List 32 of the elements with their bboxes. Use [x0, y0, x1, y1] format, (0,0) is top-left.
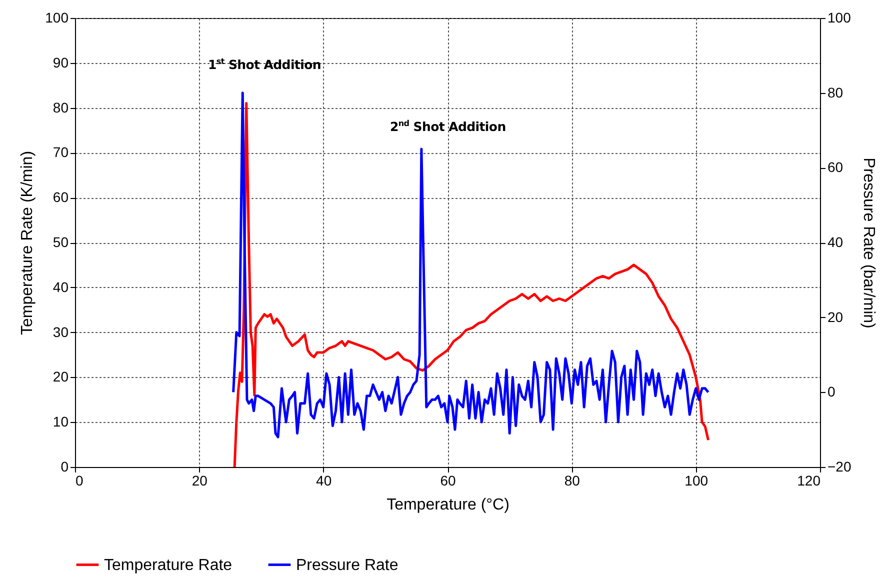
y2-axis-title: Pressure Rate (bar/min) — [860, 158, 878, 328]
y2-tick-label: 20 — [828, 308, 844, 325]
y2-tick-label: 40 — [828, 234, 844, 250]
x-tick-label: 40 — [316, 472, 332, 488]
x-axis-title: Temperature (°C) — [386, 496, 510, 514]
y-tick-label: 100 — [45, 10, 69, 26]
annotation: 1$^{st}$ Shot Addition — [208, 57, 321, 72]
annotation: 2$^{nd}$ Shot Addition — [390, 119, 506, 134]
x-tick-label: 100 — [684, 472, 708, 488]
y-tick-label: 20 — [52, 368, 69, 385]
y-tick-label: 10 — [52, 414, 69, 430]
y2-tick-label: 100 — [828, 10, 852, 26]
y-tick-label: 30 — [52, 324, 69, 340]
y2-tick-label: 0 — [828, 384, 836, 400]
y-axis-title: Temperature Rate (K/min) — [19, 150, 36, 336]
y2-tick-label: −20 — [828, 458, 852, 474]
y-tick-label: 70 — [52, 144, 69, 160]
x-tick-label: 0 — [76, 472, 84, 488]
y-tick-label: 90 — [52, 54, 69, 70]
x-tick-label: 80 — [564, 472, 580, 488]
y-tick-label: 40 — [52, 278, 69, 295]
legend-label: Temperature Rate — [104, 556, 232, 574]
x-tick-label: 120 — [797, 472, 821, 488]
y-tick-label: 80 — [52, 99, 69, 116]
y-tick-label: 60 — [52, 189, 69, 206]
y2-tick-label: 60 — [828, 159, 844, 176]
legend-label: Pressure Rate — [296, 556, 398, 574]
y-tick-label: 50 — [52, 234, 69, 250]
y2-tick-label: 80 — [828, 84, 844, 100]
x-tick-label: 20 — [192, 472, 208, 488]
x-tick-label: 60 — [440, 472, 456, 488]
y-tick-label: 0 — [60, 458, 69, 474]
